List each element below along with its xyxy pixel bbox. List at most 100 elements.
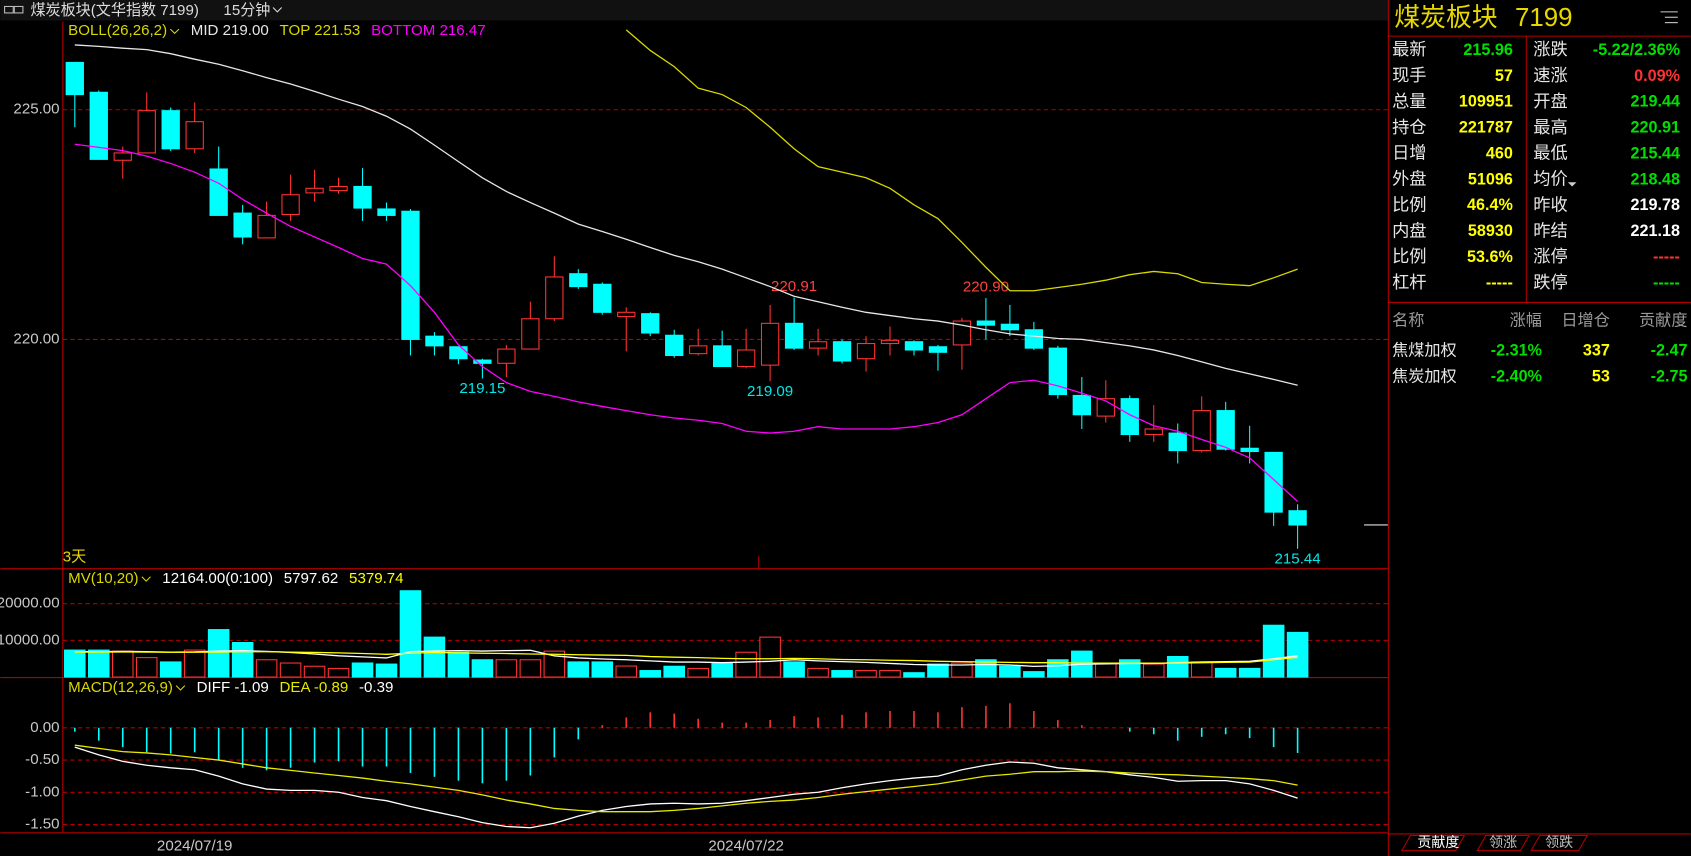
- legend-item[interactable]: MV(10,20): [68, 570, 138, 587]
- table-cell[interactable]: 337: [1583, 342, 1610, 360]
- volume-bar: [207, 629, 230, 678]
- quote-value: -----: [1653, 248, 1680, 266]
- quote-value: -----: [1486, 274, 1513, 292]
- quote-label: 跌停: [1533, 272, 1567, 292]
- candle-body: [473, 359, 492, 364]
- list-icon[interactable]: [1660, 11, 1678, 24]
- candle-body: [401, 210, 420, 340]
- dropdown-arrow[interactable]: [272, 7, 283, 13]
- volume-bar: [711, 662, 733, 678]
- candle-body: [521, 318, 540, 350]
- legend-item[interactable]: BOLL(26,26,2): [68, 22, 167, 39]
- legend-item[interactable]: MACD(12,26,9): [68, 679, 173, 696]
- volume-bar: [87, 649, 110, 678]
- volume-bar: [879, 670, 901, 678]
- volume-bar: [735, 651, 757, 678]
- candle-body: [569, 273, 588, 288]
- low-label: 219.09: [747, 383, 793, 400]
- legend-item: 5379.74: [349, 570, 404, 587]
- volume-bar: [591, 661, 614, 678]
- quote-value: 219.44: [1631, 93, 1680, 111]
- volume-bar: [903, 672, 925, 678]
- high-label: 220.91: [771, 278, 817, 295]
- boll-line: [625, 29, 1298, 292]
- quote-label: 涨跌: [1533, 39, 1567, 59]
- volume-bar: [615, 665, 638, 678]
- candle-body: [353, 185, 372, 209]
- quote-label: 日增: [1392, 143, 1426, 163]
- quote-label: 杠杆: [1392, 272, 1426, 292]
- volume-bar: [783, 661, 805, 678]
- y-tick-label: 225.00: [13, 101, 59, 118]
- dropdown-arrow[interactable]: [175, 685, 186, 691]
- tab-shapes: [1400, 834, 1589, 852]
- y-tick-label: 20000.00: [0, 595, 60, 612]
- candle-body: [856, 343, 876, 360]
- volume-bar: [1214, 667, 1237, 678]
- volume-bar: [855, 670, 877, 678]
- quote-value: 220.91: [1631, 119, 1680, 137]
- quote-label: 涨停: [1533, 246, 1567, 266]
- quote-value: 460: [1486, 144, 1513, 162]
- quote-label: 开盘: [1533, 91, 1567, 111]
- volume-bar: [951, 662, 973, 678]
- volume-bar: [64, 649, 86, 678]
- volume-bar: [111, 650, 134, 678]
- tab[interactable]: 领跌: [1545, 834, 1573, 850]
- quote-label: 外盘: [1392, 169, 1426, 189]
- volume-bar: [831, 670, 853, 678]
- candle-body: [665, 334, 684, 357]
- volume-bar: [1047, 659, 1069, 678]
- tab[interactable]: 贡献度: [1417, 834, 1459, 850]
- dropdown-arrow[interactable]: [169, 28, 180, 35]
- candle-body: [952, 320, 972, 346]
- range-label: 3天: [63, 548, 86, 565]
- quote-value: 221.18: [1631, 222, 1680, 240]
- menu-icon[interactable]: [4, 5, 24, 14]
- x-tick-label: 2024/07/22: [708, 837, 783, 854]
- table-header: 贡献度: [1639, 312, 1687, 330]
- candle-body: [449, 346, 468, 360]
- candle-body: [1072, 394, 1091, 416]
- quote-label: 最高: [1533, 117, 1567, 137]
- legend-item: -0.39: [359, 679, 393, 696]
- table-cell[interactable]: 焦煤加权: [1392, 342, 1457, 360]
- table-cell[interactable]: -2.40%: [1491, 368, 1542, 386]
- volume-bar: [663, 665, 685, 678]
- candle-body: [689, 345, 708, 355]
- volume-bar: [135, 657, 158, 678]
- volume-bar: [471, 659, 494, 678]
- quote-value: 218.48: [1631, 170, 1680, 188]
- table-cell[interactable]: -2.47: [1651, 342, 1688, 360]
- volume-bar: [567, 661, 590, 678]
- volume-bar: [519, 659, 542, 678]
- quote-value: 46.4%: [1467, 196, 1513, 214]
- quote-label: 最低: [1533, 143, 1567, 163]
- dropdown-arrow[interactable]: [1567, 182, 1577, 187]
- table-cell[interactable]: -2.31%: [1491, 342, 1542, 360]
- quote-value: 215.44: [1631, 144, 1680, 162]
- quote-label: 比例: [1392, 194, 1426, 214]
- volume-bar: [447, 651, 470, 678]
- quote-code: 7199: [1515, 4, 1573, 32]
- table-cell[interactable]: 53: [1592, 368, 1610, 386]
- quote-label: 昨收: [1533, 194, 1567, 214]
- table-header: 名称: [1392, 312, 1424, 330]
- quote-value: 0.09%: [1634, 67, 1680, 85]
- volume-bar: [1262, 624, 1285, 678]
- table-cell[interactable]: -2.75: [1651, 368, 1688, 386]
- volume-bar: [999, 665, 1021, 678]
- quote-value: 219.78: [1631, 196, 1680, 214]
- period-selector[interactable]: 15分钟: [223, 2, 270, 19]
- quote-value: 53.6%: [1467, 248, 1513, 266]
- candle-body: [545, 276, 564, 320]
- volume-bar: [807, 667, 829, 678]
- dropdown-arrow[interactable]: [141, 576, 151, 582]
- candle-body: [161, 110, 180, 150]
- volume-bar: [1118, 659, 1141, 678]
- table-cell[interactable]: 焦炭加权: [1392, 368, 1457, 386]
- tab[interactable]: 领涨: [1489, 834, 1517, 850]
